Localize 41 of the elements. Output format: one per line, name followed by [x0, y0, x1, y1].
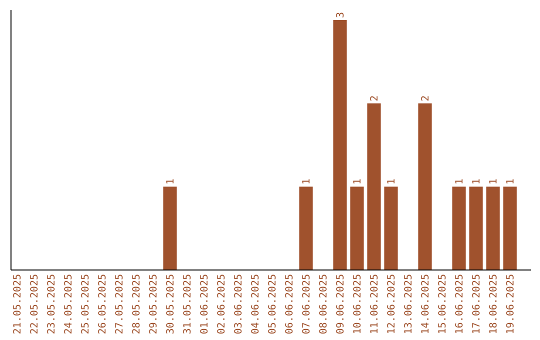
data-label: 2: [420, 95, 432, 102]
data-label: 1: [386, 178, 398, 185]
x-tick-label: 02.06.2025: [216, 274, 228, 334]
data-label: 1: [454, 178, 466, 185]
x-tick-label: 14.06.2025: [420, 274, 432, 334]
data-label: 2: [370, 95, 380, 102]
x-tick-label: 29.05.2025: [148, 274, 160, 334]
x-tick-label: 21.05.2025: [12, 274, 24, 334]
x-tick-label: 06.06.2025: [284, 274, 296, 334]
x-tick-label: 18.06.2025: [488, 274, 500, 334]
x-tick-label: 01.06.2025: [200, 274, 210, 334]
x-tick-label: 12.06.2025: [386, 274, 398, 334]
x-tick-label: 03.06.2025: [234, 274, 244, 334]
x-tick-label: 09.06.2025: [336, 274, 346, 334]
x-tick-label: 05.06.2025: [268, 274, 278, 334]
x-tick-label: 17.06.2025: [472, 274, 482, 334]
x-tick-label: 24.05.2025: [64, 274, 74, 334]
x-tick-label: 23.05.2025: [46, 274, 58, 334]
x-tick-label: 11.06.2025: [370, 274, 380, 334]
x-tick-label: 08.06.2025: [318, 274, 330, 334]
x-tick-label: 26.05.2025: [98, 274, 108, 334]
x-tick-label: 22.05.2025: [30, 274, 40, 334]
x-tick-label: 13.06.2025: [404, 274, 414, 334]
data-label: 1: [302, 178, 312, 185]
x-tick-label: 25.05.2025: [80, 274, 92, 334]
data-label: 1: [472, 178, 482, 185]
x-tick-label: 07.06.2025: [302, 274, 312, 334]
x-tick-label: 15.06.2025: [438, 274, 448, 334]
data-label: 1: [488, 178, 500, 185]
x-tick-label: 27.05.2025: [114, 274, 126, 334]
data-label: 1: [352, 178, 364, 185]
x-tick-label: 28.05.2025: [132, 274, 142, 334]
data-label: 3: [336, 12, 346, 18]
x-tick-label: 10.06.2025: [352, 274, 364, 334]
x-tick-label: 16.06.2025: [454, 274, 466, 334]
x-tick-label: 19.06.2025: [506, 274, 516, 334]
x-tick-label: 04.06.2025: [250, 274, 262, 334]
data-label: 1: [166, 178, 176, 185]
x-tick-label: 30.05.2025: [166, 274, 176, 334]
data-label: 1: [506, 178, 516, 185]
x-tick-label: 31.05.2025: [182, 274, 194, 334]
